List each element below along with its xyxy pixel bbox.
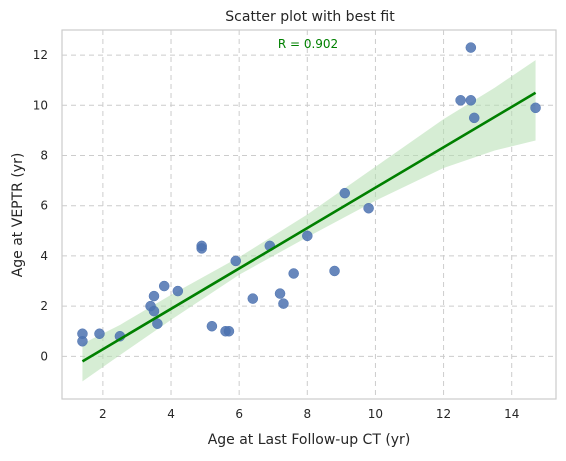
fit-line-layer bbox=[81, 91, 537, 363]
confidence-band-layer bbox=[82, 60, 536, 382]
x-tick-label: 8 bbox=[303, 407, 311, 421]
x-tick-label: 14 bbox=[504, 407, 519, 421]
data-point bbox=[363, 202, 374, 214]
x-tick-label: 2 bbox=[99, 407, 107, 421]
data-point bbox=[230, 255, 241, 267]
data-point bbox=[288, 268, 299, 279]
x-tick-label: 6 bbox=[235, 407, 243, 421]
y-tick-label: 6 bbox=[40, 199, 48, 213]
x-axis-label: Age at Last Follow-up CT (yr) bbox=[208, 432, 411, 448]
data-point bbox=[94, 328, 105, 339]
data-point bbox=[465, 95, 477, 106]
data-point bbox=[530, 102, 541, 114]
y-tick-label: 4 bbox=[40, 249, 48, 263]
data-point bbox=[77, 336, 88, 347]
data-point bbox=[172, 285, 184, 297]
x-tick-label: 10 bbox=[368, 407, 383, 421]
data-point bbox=[465, 42, 477, 53]
y-tick-label: 10 bbox=[33, 98, 48, 112]
data-point bbox=[302, 230, 313, 242]
data-point bbox=[206, 320, 218, 332]
points-layer bbox=[77, 42, 541, 347]
data-point bbox=[329, 265, 340, 277]
data-point bbox=[274, 288, 286, 299]
data-point bbox=[196, 243, 207, 254]
grid-layer bbox=[62, 30, 556, 399]
y-axis-label: Age at VEPTR (yr) bbox=[10, 153, 26, 278]
x-tick-labels: 2 4 6 8 10 12 14 bbox=[99, 407, 519, 421]
x-tick-label: 12 bbox=[436, 407, 451, 421]
data-point bbox=[468, 112, 480, 124]
y-tick-label: 0 bbox=[40, 349, 48, 363]
y-tick-label: 8 bbox=[40, 149, 48, 163]
x-tick-label: 4 bbox=[167, 407, 175, 421]
data-point bbox=[278, 298, 289, 309]
data-point bbox=[152, 318, 163, 329]
confidence-band bbox=[82, 60, 536, 382]
y-tick-label: 12 bbox=[33, 48, 48, 62]
best-fit-line bbox=[81, 91, 537, 363]
data-point bbox=[339, 187, 351, 199]
data-point bbox=[455, 95, 466, 106]
chart-title: Scatter plot with best fit bbox=[225, 9, 395, 25]
y-tick-labels: 0 2 4 6 8 10 12 bbox=[33, 48, 48, 363]
data-point bbox=[247, 293, 259, 304]
data-point bbox=[148, 290, 160, 302]
y-tick-label: 2 bbox=[40, 299, 48, 313]
correlation-annotation: R = 0.902 bbox=[278, 37, 338, 51]
data-point bbox=[223, 325, 235, 337]
data-point bbox=[158, 280, 170, 292]
data-point bbox=[148, 305, 160, 317]
